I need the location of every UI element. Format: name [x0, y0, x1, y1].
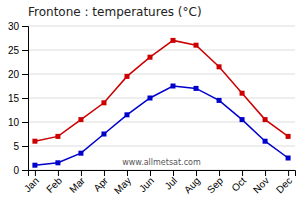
- tick: Jun: [137, 170, 156, 194]
- marker: [124, 112, 129, 117]
- axis-line: [29, 171, 296, 177]
- tick-label: 15: [8, 93, 20, 104]
- tick-mark: [22, 26, 28, 27]
- x-axis: JanFebMarAprMayJun JulAugSepOctNovDec: [22, 170, 296, 196]
- marker: [240, 117, 245, 122]
- tick-label: 5: [13, 141, 19, 152]
- marker: [263, 139, 268, 144]
- tick: Sep: [205, 170, 226, 195]
- tick-mark: [150, 170, 151, 176]
- marker: [147, 96, 152, 101]
- grid-line: [28, 26, 295, 27]
- marker: [55, 160, 60, 165]
- marker: [263, 117, 268, 122]
- marker: [217, 64, 222, 69]
- tick: 25: [8, 45, 28, 56]
- marker: [101, 132, 106, 137]
- tick-mark: [196, 170, 197, 176]
- tick-label: Aug: [182, 175, 202, 195]
- tick-mark: [22, 170, 28, 171]
- line: [35, 86, 288, 165]
- tick-label: Apr: [91, 174, 110, 193]
- line: [35, 40, 288, 141]
- tick-mark: [22, 122, 28, 123]
- tick-mark: [265, 170, 266, 176]
- tick-label: Nov: [251, 175, 271, 195]
- tick-mark: [288, 170, 289, 176]
- tick-mark: [173, 170, 174, 176]
- y-axis: 0 5 10 15 20 25 30: [8, 21, 29, 176]
- tick-mark: [219, 170, 220, 176]
- tick-mark: [127, 170, 128, 176]
- tick: 10: [8, 117, 28, 128]
- grid-line: [28, 122, 295, 123]
- marker: [124, 74, 129, 79]
- tick-mark: [22, 146, 28, 147]
- marker: [32, 163, 37, 168]
- marker: [171, 38, 176, 43]
- tick: 5: [13, 141, 28, 152]
- marker: [171, 84, 176, 89]
- grid-line: [28, 146, 295, 147]
- axis-line: [22, 27, 29, 171]
- tick: May: [112, 170, 133, 196]
- chart: Frontone : temperatures (°C) 0 5 10 15 20 25 30…: [0, 0, 305, 200]
- marks: [32, 38, 290, 168]
- tick-label: May: [112, 175, 133, 196]
- tick-label: Mar: [67, 174, 87, 194]
- marker: [286, 156, 291, 161]
- tick: Dec: [274, 170, 294, 195]
- tick-label: 10: [8, 117, 20, 128]
- grid-line: [28, 74, 295, 75]
- tick: Mar: [67, 170, 87, 195]
- annotation: www.allmetsat.com: [122, 158, 201, 167]
- marker: [55, 134, 60, 139]
- title: Frontone : temperatures (°C): [28, 5, 202, 19]
- grid-line: [28, 98, 295, 99]
- tick: Nov: [251, 170, 271, 195]
- marker: [78, 151, 83, 156]
- grid: [28, 26, 295, 170]
- tick: Jul: [162, 170, 179, 192]
- marker: [32, 139, 37, 144]
- tick-mark: [81, 170, 82, 176]
- marker: [240, 91, 245, 96]
- tick-mark: [104, 170, 105, 176]
- tick-label: Dec: [274, 175, 294, 195]
- tick: Feb: [44, 170, 64, 195]
- tick-label: Jul: [162, 175, 179, 192]
- tick: 15: [8, 93, 28, 104]
- marker: [78, 117, 83, 122]
- marker: [286, 134, 291, 139]
- tick: 0: [13, 165, 28, 176]
- tick-mark: [22, 50, 28, 51]
- tick-label: Jan: [22, 175, 41, 194]
- tick-label: 25: [8, 45, 20, 56]
- tick-label: 30: [8, 21, 20, 32]
- tick-mark: [35, 170, 36, 176]
- tick-label: Oct: [229, 175, 248, 194]
- marker: [217, 98, 222, 103]
- tick-mark: [58, 170, 59, 176]
- marker: [194, 43, 199, 48]
- tick-label: Jun: [137, 175, 156, 194]
- tick-label: 20: [8, 69, 20, 80]
- tick: Apr: [91, 170, 110, 194]
- tick: Aug: [182, 170, 202, 195]
- tick: 20: [8, 69, 28, 80]
- marker: [101, 100, 106, 105]
- marker: [147, 55, 152, 60]
- tick: 30: [8, 21, 28, 32]
- tick-label: Sep: [205, 175, 226, 196]
- tick-mark: [22, 74, 28, 75]
- tick-mark: [242, 170, 243, 176]
- tick-label: 0: [13, 165, 19, 176]
- tick: Jan: [22, 170, 41, 194]
- marker: [194, 86, 199, 91]
- plot: 0 5 10 15 20 25 30 JanFebMarAprMayJun JulAugSepO…: [8, 21, 296, 196]
- tick: Oct: [229, 170, 248, 194]
- tick-mark: [22, 98, 28, 99]
- tick-label: Feb: [44, 175, 64, 195]
